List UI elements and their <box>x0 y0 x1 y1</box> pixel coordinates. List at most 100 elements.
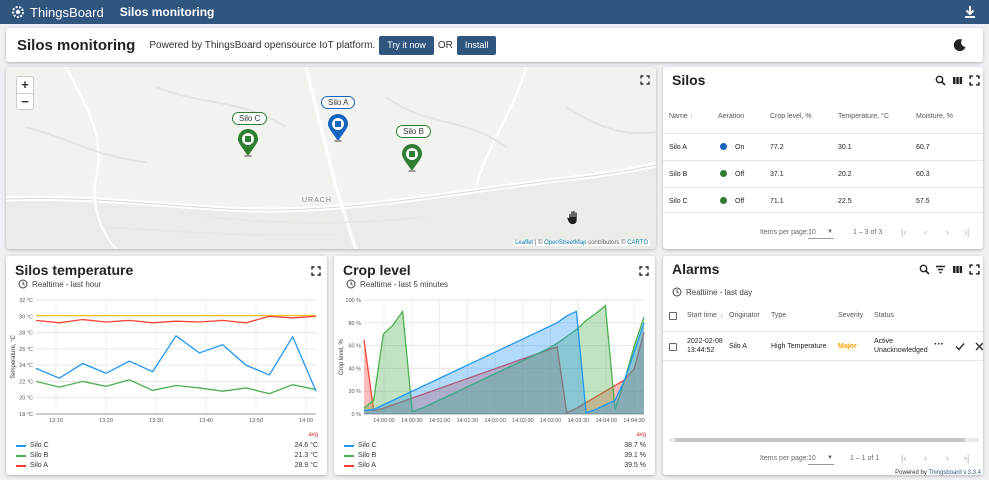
filter-icon[interactable] <box>935 264 946 275</box>
col-name[interactable]: Name <box>669 113 688 120</box>
legend-swatch <box>16 455 26 457</box>
prev-page-icon[interactable]: ‹ <box>924 453 927 463</box>
page-title: Silos monitoring <box>17 36 136 54</box>
clock-icon <box>672 287 682 297</box>
x-tick-label: 14:04:00 <box>596 418 617 424</box>
col-status[interactable]: Status <box>874 312 894 319</box>
sort-desc-icon[interactable]: ↓ <box>720 312 724 319</box>
first-page-icon[interactable]: |‹ <box>901 453 907 463</box>
prev-page-icon[interactable]: ‹ <box>924 227 927 237</box>
x-tick-label: 14:03:00 <box>540 418 561 424</box>
temperature-timewindow: Realtime - last hour <box>32 279 102 289</box>
silo-a-marker-icon[interactable] <box>327 114 349 142</box>
legend-item[interactable]: Silo B 21.3 °C <box>12 451 322 461</box>
series-line-silo-a <box>35 315 317 324</box>
y-tick-label: 24 °C <box>19 363 33 369</box>
row-checkbox[interactable] <box>669 343 677 351</box>
table-row[interactable]: Silo C Off 71.1 22.5 57.5 <box>663 187 983 213</box>
table-row[interactable]: Silo B Off 37.1 20.2 60.3 <box>663 160 983 186</box>
scrollbar-thumb[interactable] <box>675 438 965 442</box>
last-page-icon[interactable]: ›| <box>964 227 970 237</box>
legend-item[interactable]: Silo A 39.5 % <box>340 461 650 471</box>
last-page-icon[interactable]: ›| <box>964 453 970 463</box>
page-range: 1 – 1 of 1 <box>850 455 880 462</box>
col-severity[interactable]: Severity <box>838 312 864 319</box>
col-type[interactable]: Type <box>771 312 787 319</box>
search-icon[interactable] <box>935 75 946 86</box>
dark-mode-icon[interactable] <box>953 38 967 52</box>
version-link[interactable]: Thingsboard v.3.3.4 <box>928 470 981 476</box>
col-originator[interactable]: Originator <box>729 312 760 319</box>
try-it-now-button[interactable]: Try it now <box>379 35 434 55</box>
y-tick-label: 32 °C <box>19 298 33 304</box>
col-temp[interactable]: Temperature, °C <box>838 113 890 120</box>
temperature-chart[interactable]: 18 °C 20 °C 22 °C 24 °C 26 °C 28 °C 30 °C 32 °C… <box>6 294 327 429</box>
install-button[interactable]: Install <box>456 35 497 55</box>
crop-title: Crop level <box>343 262 411 278</box>
columns-icon[interactable] <box>952 75 963 86</box>
legend-item[interactable]: Silo B 39.1 % <box>340 451 650 461</box>
legend-item[interactable]: Silo C 24.6 °C <box>12 441 322 451</box>
legend-swatch <box>344 455 354 457</box>
leaflet-link[interactable]: Leaflet <box>515 240 534 246</box>
cell-aeration: Off <box>735 198 745 205</box>
fullscreen-icon[interactable] <box>311 266 321 276</box>
alarm-row[interactable]: 2022-02-08 13:44:52 Silo A High Temperat… <box>663 331 983 361</box>
legend-item[interactable]: Silo A 28.9 °C <box>12 461 322 471</box>
col-crop[interactable]: Crop level, % <box>770 113 812 120</box>
y-axis-label: Temperature, °C <box>11 334 17 378</box>
acknowledge-icon[interactable] <box>955 342 965 351</box>
chevron-down-icon: ▼ <box>827 229 833 235</box>
crop-level-chart[interactable]: 0 % 20 % 40 % 60 % 80 % 100 % 14:00:00 14:00:30… <box>334 294 655 429</box>
col-moisture[interactable]: Moisture, % <box>916 113 953 120</box>
silos-table-widget: Silos Name ↑ Aeration Crop level, % Temp… <box>663 67 983 249</box>
table-row[interactable]: Silo A On 77.2 30.1 60.7 <box>663 133 983 159</box>
first-page-icon[interactable]: |‹ <box>901 227 907 237</box>
silo-b-marker-icon[interactable] <box>401 144 423 172</box>
page-size-select[interactable]: 10 ▼ <box>808 455 834 465</box>
carto-link[interactable]: CARTO <box>627 240 648 246</box>
page-size-select[interactable]: 10 ▼ <box>808 229 834 239</box>
select-all-checkbox[interactable] <box>669 312 677 320</box>
marker-label-silo-c[interactable]: Silo C <box>232 112 268 125</box>
crop-level-chart-widget: Crop level Realtime - last 5 minutes 0 %… <box>334 256 655 475</box>
cell-name: Silo A <box>669 144 687 151</box>
next-page-icon[interactable]: › <box>946 227 949 237</box>
more-icon[interactable]: ··· <box>934 339 944 350</box>
x-tick-label: 14:04:30 <box>623 418 644 424</box>
marker-label-silo-a[interactable]: Silo A <box>321 96 356 109</box>
legend-value: 38.7 % <box>624 442 646 449</box>
crop-timewindow: Realtime - last 5 minutes <box>360 279 449 289</box>
columns-icon[interactable] <box>952 264 963 275</box>
zoom-out-button[interactable]: − <box>17 93 33 109</box>
marker-label-silo-b[interactable]: Silo B <box>396 125 431 138</box>
zoom-in-button[interactable]: + <box>21 77 29 92</box>
col-aeration[interactable]: Aeration <box>718 113 745 120</box>
silo-c-marker-icon[interactable] <box>237 129 259 157</box>
sort-asc-icon[interactable]: ↑ <box>690 113 694 120</box>
map-background[interactable] <box>6 67 656 249</box>
osm-link[interactable]: OpenStreetMap <box>544 240 587 246</box>
x-tick-label: 13:50 <box>249 418 263 424</box>
map-widget[interactable]: + − Silo C Silo A Silo B URACH Leaflet |… <box>6 67 656 249</box>
horizontal-scrollbar[interactable] <box>669 438 979 442</box>
legend-item[interactable]: Silo C 38.7 % <box>340 441 650 451</box>
fullscreen-icon[interactable] <box>969 75 980 86</box>
cell-crop: 37.1 <box>770 171 784 178</box>
next-page-icon[interactable]: › <box>946 453 949 463</box>
y-tick-label: 0 % <box>352 412 362 418</box>
clear-icon[interactable] <box>975 342 983 351</box>
logo[interactable]: ThingsBoard <box>10 4 104 20</box>
fullscreen-icon[interactable] <box>640 75 650 85</box>
col-start-time[interactable]: Start time <box>687 312 717 319</box>
map-place-label: URACH <box>302 197 332 204</box>
fullscreen-icon[interactable] <box>639 266 649 276</box>
download-icon[interactable] <box>963 4 977 20</box>
cell-moisture: 60.7 <box>916 144 930 151</box>
series-area-silo-a <box>364 331 644 414</box>
search-icon[interactable] <box>919 264 930 275</box>
legend-value: 39.5 % <box>624 462 646 469</box>
fullscreen-icon[interactable] <box>969 264 980 275</box>
x-tick-label: 14:02:00 <box>484 418 505 424</box>
cell-crop: 71.1 <box>770 198 784 205</box>
